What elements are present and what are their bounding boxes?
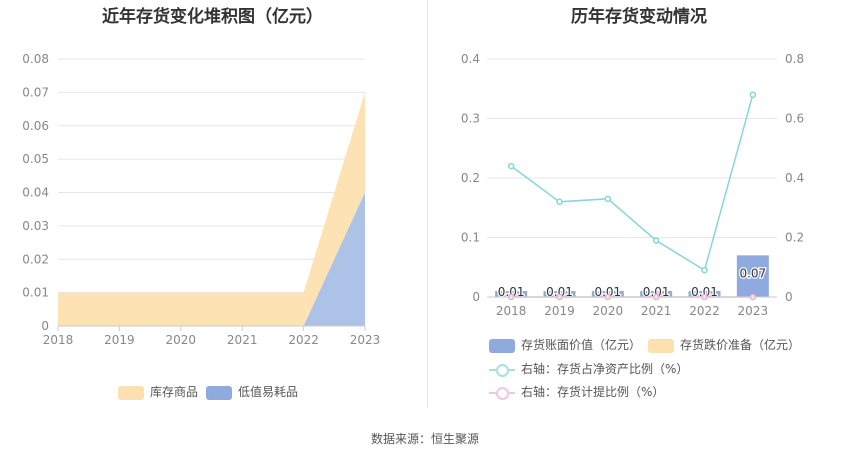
right-chart-title: 历年存货变动情况 bbox=[571, 7, 707, 27]
data-source: 数据来源：恒生聚源 bbox=[370, 432, 479, 446]
y-tick-label: 0.05 bbox=[22, 152, 49, 166]
y-tick-label: 0.04 bbox=[22, 186, 49, 200]
legend-provision-ratio-label: 右轴：存货计提比例（%） bbox=[521, 385, 665, 399]
point-inventory-ratio bbox=[652, 237, 660, 244]
x-tick-label: 2020 bbox=[166, 333, 197, 347]
x-tick-label: 2022 bbox=[689, 304, 720, 318]
line-inventory-ratio bbox=[510, 94, 754, 272]
legend-dizhi-label: 低值易耗品 bbox=[238, 385, 299, 399]
legend-kucun[interactable]: 库存商品 bbox=[118, 383, 198, 400]
legend-ratio-swatch bbox=[489, 363, 515, 377]
point-inventory-ratio bbox=[701, 266, 708, 274]
y-right-tick-label: 0.4 bbox=[785, 171, 804, 185]
stacked-area-chart: 0 0.01 0.02 0.03 0.04 0.05 0.06 0.07 0.08 2018 201… bbox=[22, 52, 381, 347]
bar-value-label: 0.01 bbox=[498, 285, 525, 299]
x-tick-label: 2023 bbox=[738, 304, 769, 318]
point-inventory-ratio bbox=[604, 195, 612, 203]
legend-dizhi[interactable]: 低值易耗品 bbox=[206, 383, 298, 400]
y-tick-label: 0.08 bbox=[22, 52, 49, 66]
bar-value-label: 0.01 bbox=[691, 285, 718, 299]
bar-value-label: 0.01 bbox=[643, 285, 670, 299]
y-tick-label: 0.06 bbox=[22, 119, 49, 133]
legend-provision[interactable]: 存货跌价准备（亿元） bbox=[648, 336, 800, 353]
y-right-tick-label: 0 bbox=[785, 290, 793, 304]
point-inventory-ratio bbox=[507, 162, 515, 170]
panel-divider bbox=[427, 0, 428, 408]
legend-book-value-label: 存货账面价值（亿元） bbox=[521, 338, 642, 352]
legend-ratio-label: 右轴：存货占净资产比例（%） bbox=[521, 362, 689, 376]
y-left-tick-label: 0 bbox=[472, 290, 480, 304]
x-tick-label: 2022 bbox=[288, 333, 319, 347]
y-tick-label: 0.02 bbox=[22, 252, 49, 266]
legend-provision-label: 存货跌价准备（亿元） bbox=[680, 338, 801, 352]
area-series-dizhi bbox=[58, 192, 365, 326]
y-left-tick-label: 0.4 bbox=[461, 52, 480, 66]
legend-ratio[interactable]: 右轴：存货占净资产比例（%） bbox=[489, 360, 688, 377]
point-inventory-ratio bbox=[749, 91, 757, 98]
legend-provision-ratio-swatch bbox=[489, 386, 515, 400]
y-right-tick-label: 0.8 bbox=[785, 52, 804, 66]
y-right-tick-label: 0.2 bbox=[785, 231, 804, 245]
y-right-tick-label: 0.6 bbox=[785, 112, 804, 126]
legend-kucun-swatch bbox=[118, 385, 144, 400]
point-inventory-ratio bbox=[556, 198, 563, 206]
x-tick-label: 2023 bbox=[350, 333, 381, 347]
y-left-tick-label: 0.2 bbox=[461, 171, 480, 185]
x-tick-label: 2018 bbox=[496, 304, 527, 318]
legend-kucun-label: 库存商品 bbox=[150, 385, 199, 399]
bar-value-label: 0.01 bbox=[594, 285, 621, 299]
bar-value-label: 0.01 bbox=[546, 285, 573, 299]
y-left-tick-label: 0.3 bbox=[461, 112, 480, 126]
y-tick-label: 0.07 bbox=[22, 85, 49, 99]
bar-value-label: 0.07 bbox=[739, 266, 766, 280]
area-series-kucun bbox=[58, 92, 365, 326]
legend-book-value[interactable]: 存货账面价值（亿元） bbox=[489, 336, 641, 353]
legend-book-value-swatch bbox=[489, 338, 515, 353]
x-tick-label: 2019 bbox=[544, 304, 575, 318]
y-tick-label: 0 bbox=[41, 319, 49, 333]
legend-provision-ratio[interactable]: 右轴：存货计提比例（%） bbox=[489, 383, 664, 400]
y-left-tick-label: 0.1 bbox=[461, 231, 480, 245]
x-tick-label: 2021 bbox=[641, 304, 672, 318]
legend-provision-swatch bbox=[648, 338, 674, 353]
bar-book-value bbox=[736, 255, 769, 297]
x-tick-label: 2018 bbox=[43, 333, 74, 347]
x-tick-label: 2019 bbox=[104, 333, 135, 347]
legend-dizhi-swatch bbox=[206, 385, 232, 400]
left-chart-title: 近年存货变化堆积图（亿元） bbox=[102, 7, 323, 27]
x-tick-label: 2021 bbox=[227, 333, 258, 347]
inventory-bar-line-chart: 0 0.1 0.2 0.3 0.4 0 0.2 0.4 0.6 0.8 0.01 0.01 0.01 0.… bbox=[461, 52, 804, 318]
x-tick-label: 2020 bbox=[593, 304, 624, 318]
y-tick-label: 0.03 bbox=[22, 219, 49, 233]
y-tick-label: 0.01 bbox=[22, 286, 49, 300]
